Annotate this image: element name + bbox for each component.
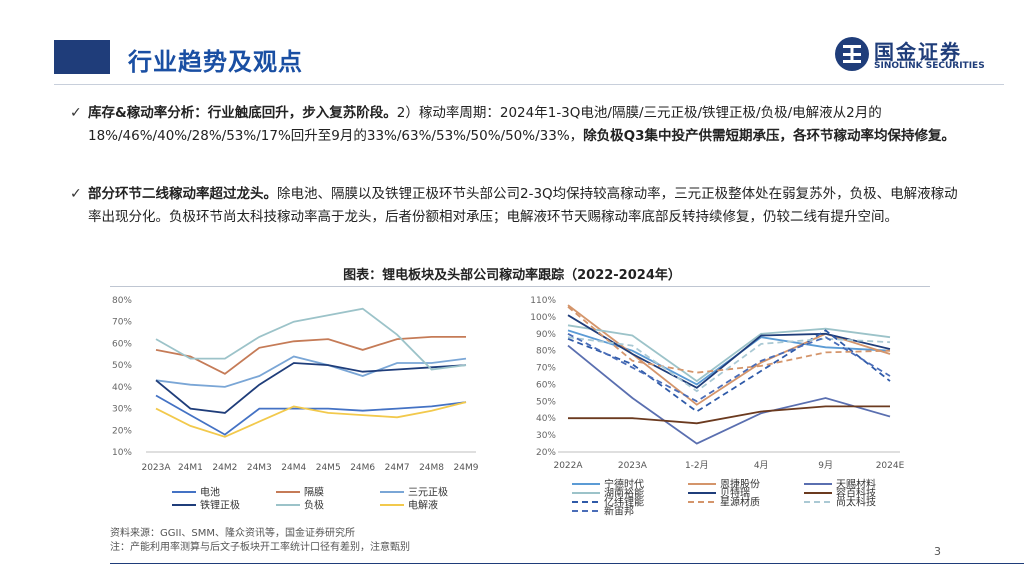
y-tick-label: 80% [536,347,556,357]
bullet-1-body: 2）稼动率周期：2024年1-3Q电池/隔膜/三元正极/铁锂正极/负极/电解液从… [88,105,882,144]
x-tick-label: 24M4 [281,463,306,473]
bullet-2-lead: 部分环节二线稼动率超过龙头。 [88,186,277,202]
y-tick-label: 80% [112,296,132,306]
legend-label: 容百科技 [836,487,876,500]
legend-label: 电解液 [408,499,438,512]
legend-label: 尚太科技 [836,496,876,509]
y-tick-label: 70% [536,364,556,374]
logo-text-cn: 国金证券 [874,40,962,64]
series-line [155,401,467,438]
y-tick-label: 10% [112,448,132,458]
header-divider [54,84,1004,85]
series-line [567,304,891,406]
bullet-paragraph-2: ✓ 部分环节二线稼动率超过龙头。除电池、隔膜以及铁锂正极环节头部公司2-3Q均保… [70,183,958,229]
x-tick-label: 2022A [553,461,583,471]
source-line-2: 注：产能利用率测算与后文子板块开工率统计口径有差别，注意甄别 [110,542,410,553]
x-tick-label: 24M6 [350,463,375,473]
y-tick-label: 40% [536,414,556,424]
series-line [155,362,467,414]
header-accent-bar [54,40,110,74]
series-line [155,394,467,436]
x-tick-label: 24M9 [454,463,479,473]
legend-label: 负极 [304,499,324,512]
x-tick-label: 24M7 [385,463,410,473]
bullet-2-body: 除电池、隔膜以及铁锂正极环节头部公司2-3Q均保持较高稼动率，三元正极整体处在弱… [88,186,958,225]
legend-label: 天赐材料 [836,478,876,491]
y-tick-label: 110% [530,296,556,306]
bullet-paragraph-1: ✓ 库存&稼动率分析：行业触底回升，步入复苏阶段。2）稼动率周期：2024年1-… [70,102,958,148]
y-tick-label: 40% [112,383,132,393]
x-tick-label: 24M2 [212,463,237,473]
y-tick-label: 60% [112,339,132,349]
legend-label: 三元正极 [408,486,448,499]
y-tick-label: 30% [112,405,132,415]
page-title: 行业趋势及观点 [128,48,303,76]
x-tick-label: 24M5 [316,463,341,473]
y-tick-label: 70% [112,318,132,328]
series-line [567,333,891,403]
legend-label: 隔膜 [304,487,324,499]
legend-label: 恩捷股份 [720,478,760,491]
series-line [155,307,467,371]
check-icon: ✓ [70,186,82,202]
check-icon: ✓ [70,105,82,121]
y-tick-label: 30% [536,431,556,441]
series-line [568,405,890,425]
y-tick-label: 60% [536,380,556,390]
figure-title: 图表：锂电板块及头部公司稼动率跟踪（2022-2024年） [343,268,681,283]
series-line [567,336,891,393]
x-tick-label: 2023A [141,463,171,473]
sinolink-logo-icon [835,37,869,71]
series-line [567,314,891,389]
series-line [567,329,891,413]
x-tick-label: 2024E [876,461,905,471]
y-tick-label: 20% [536,448,556,458]
y-tick-label: 90% [536,330,556,340]
x-tick-label: 1-2月 [685,460,709,471]
logo-text-en: SINOLINK SECURITIES [874,61,985,71]
bullet-1-tail: 除负极Q3集中投产供需短期承压，各环节稼动率均保持修复。 [583,128,956,144]
legend-label: 电池 [200,486,220,499]
series-line [567,324,891,383]
y-tick-label: 50% [112,361,132,371]
series-line [567,344,891,445]
x-tick-label: 24M3 [247,463,272,473]
series-line [567,306,891,374]
legend-label: 新宙邦 [604,505,634,518]
series-line [155,335,466,375]
footer-line [110,563,1024,564]
y-tick-label: 100% [530,313,556,323]
page-number: 3 [934,545,941,558]
figure-divider [110,286,930,287]
legend-label: 宁德时代 [604,478,644,491]
y-tick-label: 50% [536,397,556,407]
x-tick-label: 24M1 [178,463,203,473]
company-logo: 国金证券 SINOLINK SECURITIES [834,36,1004,76]
legend-label: 亿纬锂能 [604,496,644,509]
x-tick-label: 4月 [754,460,769,471]
source-line-1: 资料来源：GGII、SMM、隆众资讯等，国金证券研究所 [110,528,355,539]
y-tick-label: 20% [112,426,132,436]
x-tick-label: 9月 [818,460,833,471]
legend-label: 贝特瑞 [720,488,750,500]
x-tick-label: 24M8 [419,463,444,473]
x-tick-label: 2023A [618,461,648,471]
legend-label: 星源材质 [720,496,760,509]
series-line [155,355,467,388]
legend-label: 湖南裕能 [604,487,644,500]
source-note: 资料来源：GGII、SMM、隆众资讯等，国金证券研究所 注：产能利用率测算与后文… [110,527,410,555]
legend-label: 铁锂正极 [200,499,240,512]
bullet-1-lead: 库存&稼动率分析：行业触底回升，步入复苏阶段。 [88,105,397,121]
